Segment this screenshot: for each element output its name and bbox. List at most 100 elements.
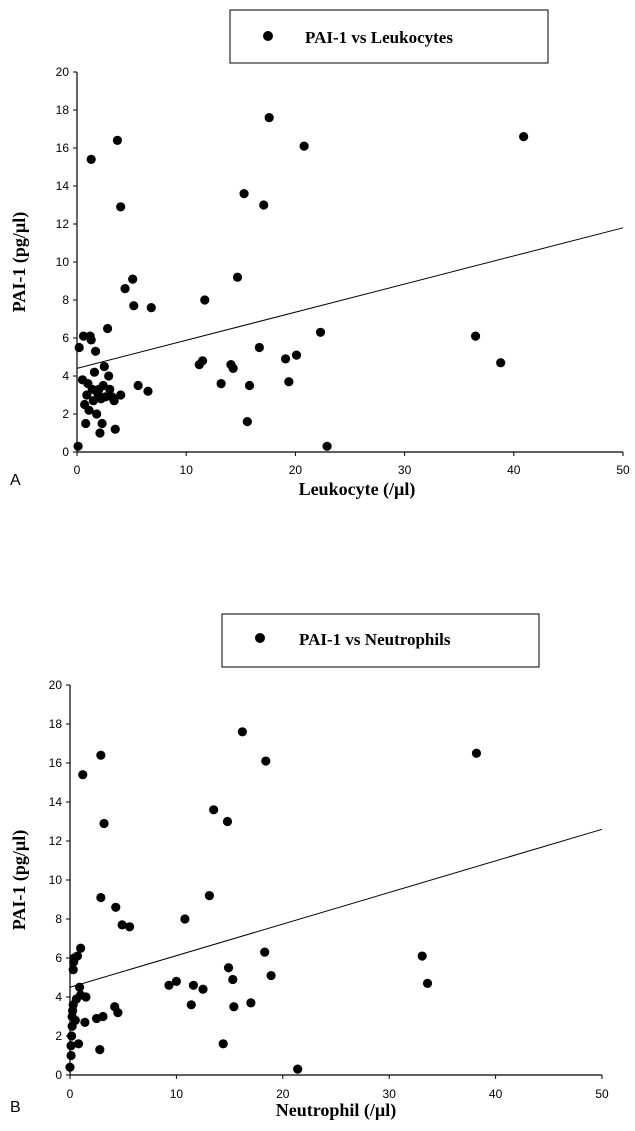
y-tick-label: 4 [55,990,62,1004]
panel-letter: A [10,472,21,489]
data-point [74,342,84,353]
y-tick-label: 14 [56,179,70,193]
x-tick-label: 10 [180,463,194,477]
y-tick-label: 6 [55,951,62,965]
legend-label: PAI-1 vs Neutrophils [299,630,451,649]
data-point [120,284,130,294]
y-tick-label: 0 [62,445,69,459]
data-point [96,750,106,760]
data-point [260,947,270,957]
data-point [89,367,100,377]
data-point [315,327,326,337]
y-axis-label: PAI-1 (pg/µl) [9,212,30,313]
data-point [90,346,101,356]
data-point [188,980,199,990]
y-tick-label: 12 [56,217,70,231]
x-tick-label: 0 [74,463,81,477]
data-point [112,135,123,145]
data-point [291,350,302,360]
data-point [110,424,120,434]
data-point [519,132,529,142]
x-tick-label: 20 [289,463,303,477]
data-point [84,405,94,415]
data-point [239,189,249,199]
data-point [218,1039,228,1049]
data-point [264,113,274,123]
data-point [96,892,106,903]
trend-line [76,227,624,369]
data-point [73,1039,84,1049]
legend-label: PAI-1 vs Leukocytes [305,28,453,47]
data-point [470,331,481,341]
y-tick-label: 6 [62,331,69,345]
data-point [95,428,105,438]
data-point [209,805,219,815]
data-point [284,377,294,387]
x-tick-label: 50 [595,1087,609,1101]
data-point [299,141,309,151]
data-point [116,390,126,400]
data-point [180,914,190,924]
y-tick-label: 2 [55,1029,62,1043]
data-point [99,361,109,372]
data-point [117,920,127,930]
data-point [116,202,126,212]
data-point [109,396,119,406]
y-tick-label: 18 [49,717,63,731]
data-point [66,1050,76,1061]
data-point [81,992,91,1002]
data-point [81,418,91,429]
y-tick-label: 14 [49,795,63,809]
y-tick-label: 10 [56,255,70,269]
legend-box [229,9,549,64]
y-tick-label: 20 [49,678,63,692]
axes: 0 2 4 6 8 10 12 14 16 18 20 0 10 20 30 40 50 [49,678,609,1101]
data-point [88,396,98,406]
data-point [171,976,181,987]
data-point [78,770,88,780]
data-point [198,984,208,994]
trend-line [69,828,603,988]
data-point [95,1045,105,1055]
panel-a: PAI-1 vs Leukocytes 0 2 4 6 8 10 12 14 16 18 20 0 10… [9,9,630,500]
data-point [266,970,276,981]
data-point [68,965,78,975]
x-tick-label: 0 [67,1087,74,1101]
data-point [422,978,433,988]
y-tick-label: 16 [49,756,63,770]
legend-box [221,613,540,668]
data-point [111,902,121,912]
data-point [65,1062,75,1072]
x-tick-label: 40 [489,1087,503,1101]
x-tick-label: 30 [398,463,412,477]
x-tick-label: 40 [507,463,521,477]
data-marks [65,727,603,1074]
data-point [216,379,226,389]
y-tick-label: 8 [55,912,62,926]
data-point [229,1002,239,1012]
data-point [100,392,110,402]
data-point [86,335,96,345]
data-point [246,998,256,1008]
x-axis-label: Leukocyte (/µl) [299,479,416,500]
x-tick-label: 30 [383,1087,397,1101]
data-point [143,386,153,396]
y-tick-label: 0 [55,1068,62,1082]
data-point [129,301,139,311]
x-axis-label: Neutrophil (/µl) [276,1100,397,1121]
data-point [254,342,264,353]
y-tick-label: 4 [62,369,69,383]
x-tick-label: 20 [276,1087,290,1101]
data-point [80,1017,90,1027]
data-point [293,1064,303,1074]
data-point [70,1015,80,1025]
y-tick-label: 18 [56,103,70,117]
data-point [164,980,174,990]
y-tick-label: 12 [49,834,63,848]
data-point [78,331,89,341]
legend-marker [255,633,265,643]
y-tick-label: 20 [56,65,70,79]
y-tick-label: 8 [62,293,69,307]
data-point [86,154,96,164]
data-point [105,384,115,394]
